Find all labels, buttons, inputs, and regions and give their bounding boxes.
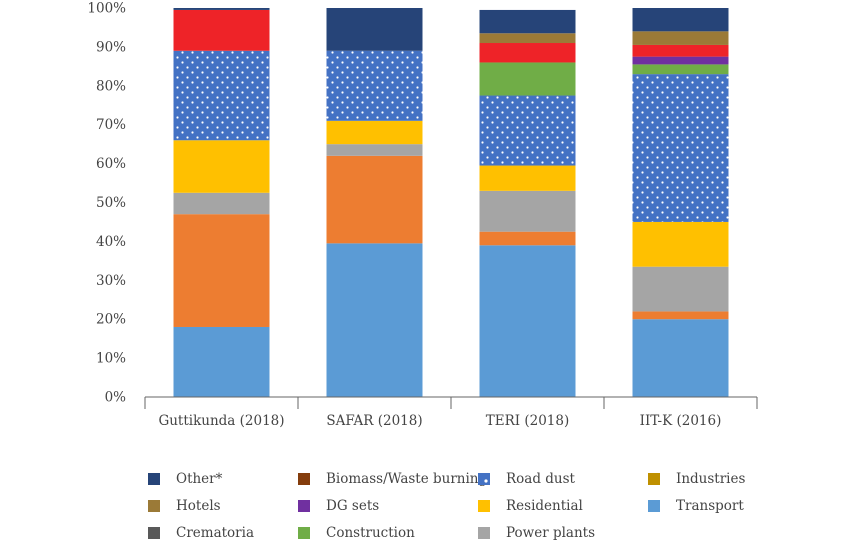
- bar-segment: [326, 144, 423, 156]
- x-tick-label: TERI (2018): [486, 413, 570, 429]
- legend-item: DG sets: [298, 497, 478, 515]
- bar-segment: [173, 140, 270, 193]
- bar-segment: [326, 243, 423, 397]
- bar-segment: [479, 245, 576, 397]
- bar-segment: [479, 62, 576, 96]
- legend-label: Biomass/Waste burning: [326, 471, 488, 487]
- bar-segment: [479, 165, 576, 191]
- legend-label: Residential: [506, 498, 583, 514]
- legend-label: Power plants: [506, 525, 596, 541]
- bar-segment: [173, 50, 270, 141]
- bar-segment: [173, 326, 270, 397]
- legend-swatch: [148, 500, 160, 512]
- bar-segment: [326, 50, 423, 121]
- legend-swatch: [478, 500, 490, 512]
- legend-item: Industries: [648, 470, 788, 488]
- legend: Other* Biomass/Waste burning Road dust Indu…: [148, 470, 788, 542]
- y-tick-label: 10%: [96, 351, 126, 367]
- y-tick-label: 80%: [96, 78, 126, 94]
- bar-segment: [173, 9, 270, 51]
- legend-swatch: [148, 473, 160, 485]
- bar-stack: [173, 8, 270, 397]
- y-tick-label: 20%: [96, 312, 126, 328]
- legend-label: Industries: [676, 471, 746, 487]
- legend-label: DG sets: [326, 498, 380, 514]
- legend-label: Transport: [676, 498, 744, 514]
- bar-segment: [632, 319, 729, 397]
- bar-segment: [632, 8, 729, 32]
- legend-swatch: [478, 473, 490, 485]
- x-axis: Guttikunda (2018) SAFAR (2018) TERI (2018)…: [144, 396, 758, 429]
- bar-segment: [479, 95, 576, 166]
- bar-segment: [479, 33, 576, 44]
- legend-swatch: [298, 500, 310, 512]
- x-tick-label: SAFAR (2018): [326, 413, 422, 429]
- legend-swatch: [478, 527, 490, 539]
- y-tick-label: 70%: [96, 117, 126, 133]
- legend-label: Construction: [326, 525, 415, 541]
- bar-segment: [632, 74, 729, 222]
- legend-label: Other*: [176, 471, 223, 487]
- x-tick-label: IIT-K (2016): [640, 413, 722, 429]
- legend-item: Biomass/Waste burning: [298, 470, 487, 488]
- bar-segment: [173, 192, 270, 215]
- legend-swatch: [148, 527, 160, 539]
- bar-segment: [173, 214, 270, 327]
- y-tick-label: 40%: [96, 234, 126, 250]
- bar-segment: [632, 31, 729, 45]
- legend-item: Hotels: [148, 497, 298, 515]
- legend-item: Road dust: [478, 470, 648, 488]
- bar-segment: [632, 266, 729, 312]
- legend-swatch: [298, 527, 310, 539]
- legend-swatch: [298, 473, 310, 485]
- x-tick-label: Guttikunda (2018): [158, 413, 284, 429]
- y-tick-label: 60%: [96, 156, 126, 172]
- legend-item: Construction: [298, 524, 478, 542]
- bar-stack: [326, 8, 423, 397]
- legend-label: Road dust: [506, 471, 575, 487]
- y-tick-label: 50%: [96, 195, 126, 211]
- legend-swatch: [648, 500, 660, 512]
- legend-item: Transport: [648, 497, 788, 515]
- legend-item: Crematoria: [148, 524, 298, 542]
- legend-item: Residential: [478, 497, 648, 515]
- bar-segment: [479, 9, 576, 34]
- bar-segment: [479, 190, 576, 232]
- y-tick-label: 0%: [105, 390, 127, 406]
- legend-item: Other*: [148, 470, 298, 488]
- bar-segment: [173, 8, 270, 10]
- y-tick-label: 90%: [96, 39, 126, 55]
- bar-segment: [632, 56, 729, 65]
- bars: [173, 8, 729, 397]
- y-tick-label: 100%: [87, 1, 126, 17]
- bar-segment: [479, 231, 576, 246]
- bar-stack: [632, 8, 729, 397]
- bar-segment: [632, 44, 729, 57]
- bar-segment: [326, 120, 423, 145]
- bar-segment: [632, 221, 729, 267]
- legend-label: Crematoria: [176, 525, 254, 541]
- bar-segment: [479, 43, 576, 63]
- legend-label: Hotels: [176, 498, 221, 514]
- bar-segment: [326, 155, 423, 244]
- legend-item: Power plants: [478, 524, 648, 542]
- bar-segment: [326, 8, 423, 51]
- legend-swatch: [648, 473, 660, 485]
- y-axis: 0% 10% 20% 30% 40% 50% 60% 70% 80% 90% 100%: [87, 1, 126, 406]
- bar-segment: [632, 311, 729, 320]
- bar-segment: [632, 64, 729, 75]
- y-tick-label: 30%: [96, 273, 126, 289]
- bar-stack: [479, 9, 576, 397]
